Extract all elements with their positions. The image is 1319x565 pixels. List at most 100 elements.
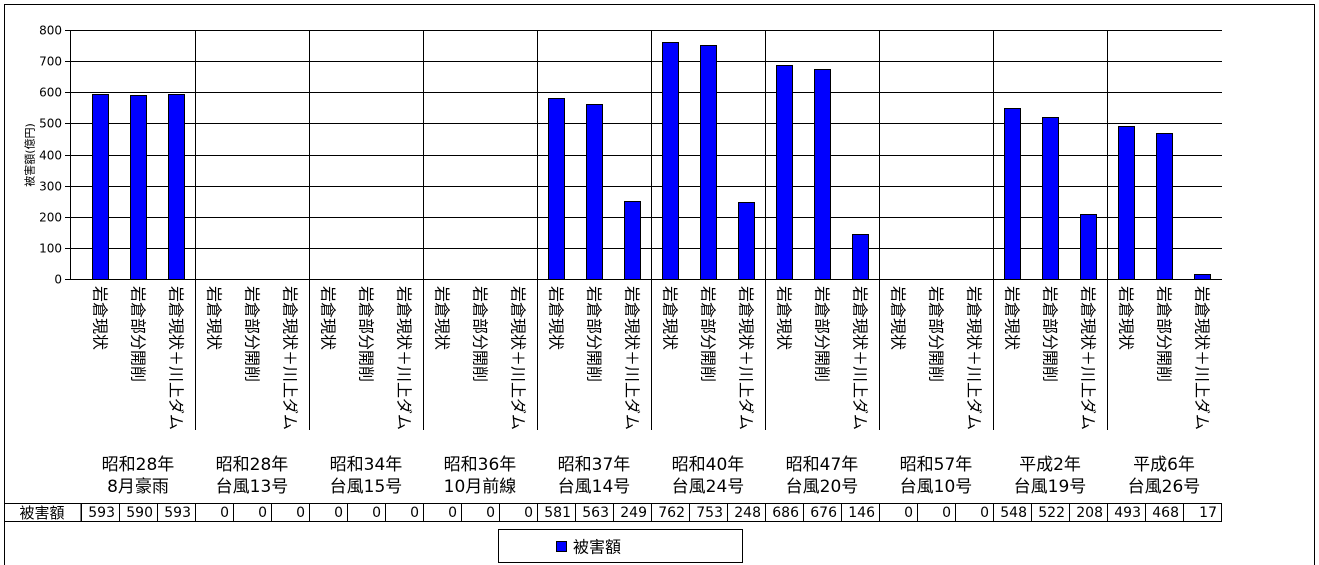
x-axis-category-labels: 岩倉現状 岩倉部分開削 岩倉現状＋川上ダム 岩倉現状 岩倉部分開削 岩倉現状＋川上ダム 岩倉… [91,286,1212,430]
bar [92,94,109,280]
x-group-label: 8月豪雨 [107,476,169,497]
x-group-label: 昭和36年 [444,455,517,475]
chart-border [4,4,1315,565]
y-tick-label: 800 [39,24,62,38]
bar [1156,133,1173,280]
bar [662,42,679,280]
bar [548,98,565,280]
x-tick-label: 岩倉現状＋川上ダム [509,286,528,430]
x-group-label: 10月前線 [444,477,517,497]
x-tick-label: 岩倉現状 [775,286,794,350]
data-table-value: 0 [258,505,267,521]
x-group-label: 台風13号 [216,477,289,497]
data-table-value: 676 [810,505,837,521]
bars [92,42,1211,280]
x-tick-label: 岩倉現状 [91,286,110,350]
bar [852,234,869,280]
x-tick-label: 岩倉現状 [547,286,566,350]
data-table-value: 753 [696,505,723,521]
data-table-value: 0 [334,505,343,521]
bar [1004,108,1021,280]
data-table-value: 0 [410,505,419,521]
legend-marker-square [556,541,567,552]
x-group-label: 台風24号 [672,477,745,497]
data-table-value: 581 [544,505,571,521]
data-table-value: 0 [904,505,913,521]
data-table-cell [1183,503,1222,522]
y-tick-label: 600 [39,86,62,100]
bar [776,65,793,280]
x-axis-group-labels: 昭和28年8月豪雨昭和28年台風13号昭和34年台風15号昭和36年10月前線昭… [102,455,1201,497]
x-group-label: 平成6年 [1133,455,1195,475]
bar [738,202,755,280]
y-axis-tick-labels: 0 100 200 300 400 500 600 700 800 [39,24,62,287]
y-tick-label: 300 [39,180,62,194]
x-tick-label: 岩倉現状＋川上ダム [851,286,870,430]
y-tick-label: 500 [39,117,62,131]
x-tick-label: 岩倉部分開削 [243,286,262,382]
bar [624,201,641,280]
bar [1042,117,1059,280]
data-table-value: 762 [658,505,685,521]
x-tick-label: 岩倉現状＋川上ダム [737,286,756,430]
bar [1118,126,1135,280]
legend-label: 被害額 [573,538,621,557]
x-group-label: 昭和34年 [330,455,403,475]
x-group-label: 台風10号 [900,477,973,497]
data-table-value: 548 [1000,505,1027,521]
data-table-value: 590 [126,505,153,521]
x-tick-label: 岩倉部分開削 [813,286,832,382]
x-tick-label: 岩倉現状 [205,286,224,350]
data-table-value: 0 [220,505,229,521]
data-table-value: 522 [1038,505,1065,521]
data-table-value: 493 [1114,505,1141,521]
x-tick-label: 岩倉現状 [1003,286,1022,350]
data-table-value: 0 [942,505,951,521]
data-table-value: 249 [620,505,647,521]
x-tick-label: 岩倉現状 [889,286,908,350]
data-table-value: 0 [448,505,457,521]
bar [1194,274,1211,280]
y-tick-label: 0 [54,273,62,287]
y-axis-title: 被害額(億円) [23,123,37,187]
x-tick-label: 岩倉部分開削 [1155,286,1174,382]
bar [168,94,185,280]
data-table-value: 0 [486,505,495,521]
x-tick-label: 岩倉現状 [1117,286,1136,350]
x-group-label: 昭和28年 [102,455,175,475]
x-tick-label: 岩倉部分開削 [699,286,718,382]
y-tick-label: 100 [39,242,62,256]
x-tick-label: 岩倉部分開削 [471,286,490,382]
data-table-value: 0 [524,505,533,521]
legend: 被害額 [498,529,743,563]
data-table-value: 468 [1152,505,1179,521]
data-table-value: 593 [164,505,191,521]
x-group-label: 台風14号 [558,477,631,497]
x-tick-label: 岩倉現状 [661,286,680,350]
x-tick-label: 岩倉現状＋川上ダム [1079,286,1098,430]
x-group-label: 昭和37年 [558,455,631,475]
data-table-value: 17 [1199,505,1217,521]
x-group-label: 台風26号 [1128,477,1201,497]
x-tick-label: 岩倉現状＋川上ダム [965,286,984,430]
x-tick-label: 岩倉現状＋川上ダム [281,286,300,430]
x-tick-label: 岩倉現状 [433,286,452,350]
data-table: 被害額 593 590 593 0 0 0 0 0 0 0 0 0 581 563 249 762 753 248… [4,503,1222,522]
x-tick-label: 岩倉現状 [319,286,338,350]
x-tick-label: 岩倉部分開削 [927,286,946,382]
x-group-label: 昭和40年 [672,455,745,475]
x-tick-label: 岩倉部分開削 [585,286,604,382]
data-table-value: 208 [1076,505,1103,521]
data-table-row-label: 被害額 [19,504,64,522]
x-group-label: 台風19号 [1014,477,1087,497]
x-tick-label: 岩倉現状＋川上ダム [623,286,642,430]
data-table-value: 593 [88,505,115,521]
x-group-label: 昭和28年 [216,455,289,475]
bar [814,69,831,280]
data-table-value: 146 [848,505,875,521]
bar [1080,214,1097,280]
data-table-value: 0 [372,505,381,521]
x-tick-label: 岩倉部分開削 [129,286,148,382]
group-separators [195,30,1108,430]
